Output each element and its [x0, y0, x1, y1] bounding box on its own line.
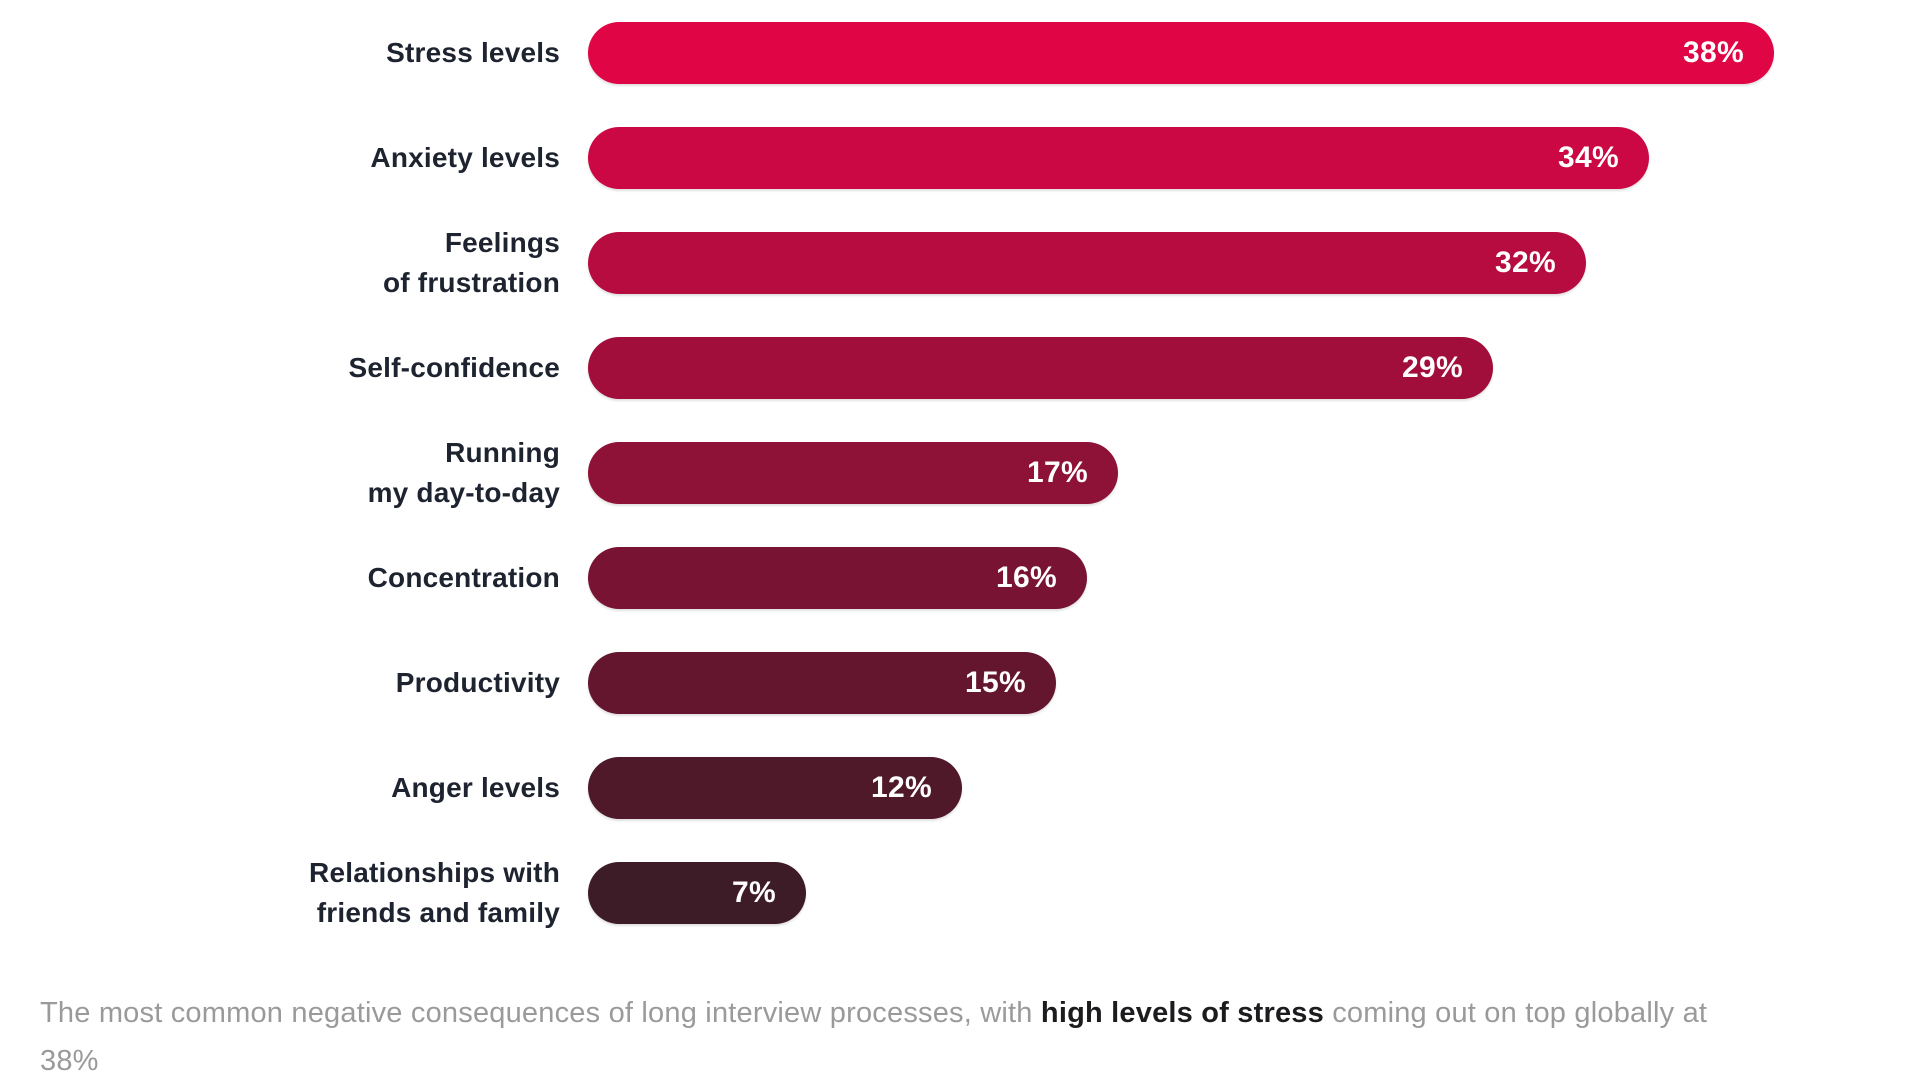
chart-row: Anxiety levels 34%: [0, 105, 1920, 210]
value-label: 17%: [1027, 455, 1088, 489]
bar-track: 32%: [588, 231, 1920, 294]
chart-row: Running my day-to-day 17%: [0, 420, 1920, 525]
bar: 12%: [588, 756, 962, 819]
value-label: 38%: [1683, 35, 1744, 69]
bar-track: 7%: [588, 861, 1920, 924]
bar: 29%: [588, 336, 1493, 399]
bar: 16%: [588, 546, 1087, 609]
value-label: 16%: [996, 560, 1057, 594]
value-label: 12%: [871, 770, 932, 804]
category-label: Anxiety levels: [370, 141, 560, 173]
bar-track: 12%: [588, 756, 1920, 819]
category-label: Stress levels: [386, 36, 560, 68]
chart-row: Productivity 15%: [0, 630, 1920, 735]
value-label: 15%: [965, 665, 1026, 699]
chart-caption: The most common negative consequences of…: [40, 989, 1760, 1082]
value-label: 34%: [1558, 140, 1619, 174]
chart-row: Concentration 16%: [0, 525, 1920, 630]
bar: 15%: [588, 651, 1056, 714]
bar: 34%: [588, 126, 1649, 189]
caption-text-gray-2: coming out on top globally at 38%: [40, 997, 1708, 1077]
bar-track: 17%: [588, 441, 1920, 504]
category-label: Feelings of frustration: [382, 226, 560, 298]
bar-track: 34%: [588, 126, 1920, 189]
bar: 7%: [588, 861, 806, 924]
caption-highlight: high levels of stress: [1040, 997, 1324, 1029]
category-label: Relationships with friends and family: [309, 856, 560, 928]
category-label: Productivity: [395, 666, 560, 698]
chart-row: Anger levels 12%: [0, 735, 1920, 840]
bar-chart: Stress levels 38% Anxiety levels 34% Fee…: [0, 0, 1920, 945]
bar-track: 16%: [588, 546, 1920, 609]
caption-text-gray-1: The most common negative consequences of…: [40, 997, 1041, 1029]
value-label: 32%: [1495, 245, 1556, 279]
chart-row: Self-confidence 29%: [0, 315, 1920, 420]
bar-track: 29%: [588, 336, 1920, 399]
chart-row: Relationships with friends and family 7%: [0, 840, 1920, 945]
bar: 17%: [588, 441, 1118, 504]
chart-row: Feelings of frustration 32%: [0, 210, 1920, 315]
value-label: 29%: [1402, 350, 1463, 384]
chart-row: Stress levels 38%: [0, 0, 1920, 105]
bar-track: 38%: [588, 21, 1920, 84]
bar-track: 15%: [588, 651, 1920, 714]
category-label: Running my day-to-day: [367, 436, 560, 508]
bar: 38%: [588, 21, 1774, 84]
category-label: Concentration: [367, 561, 560, 593]
bar: 32%: [588, 231, 1586, 294]
category-label: Anger levels: [391, 771, 560, 803]
value-label: 7%: [732, 875, 776, 909]
category-label: Self-confidence: [348, 351, 560, 383]
